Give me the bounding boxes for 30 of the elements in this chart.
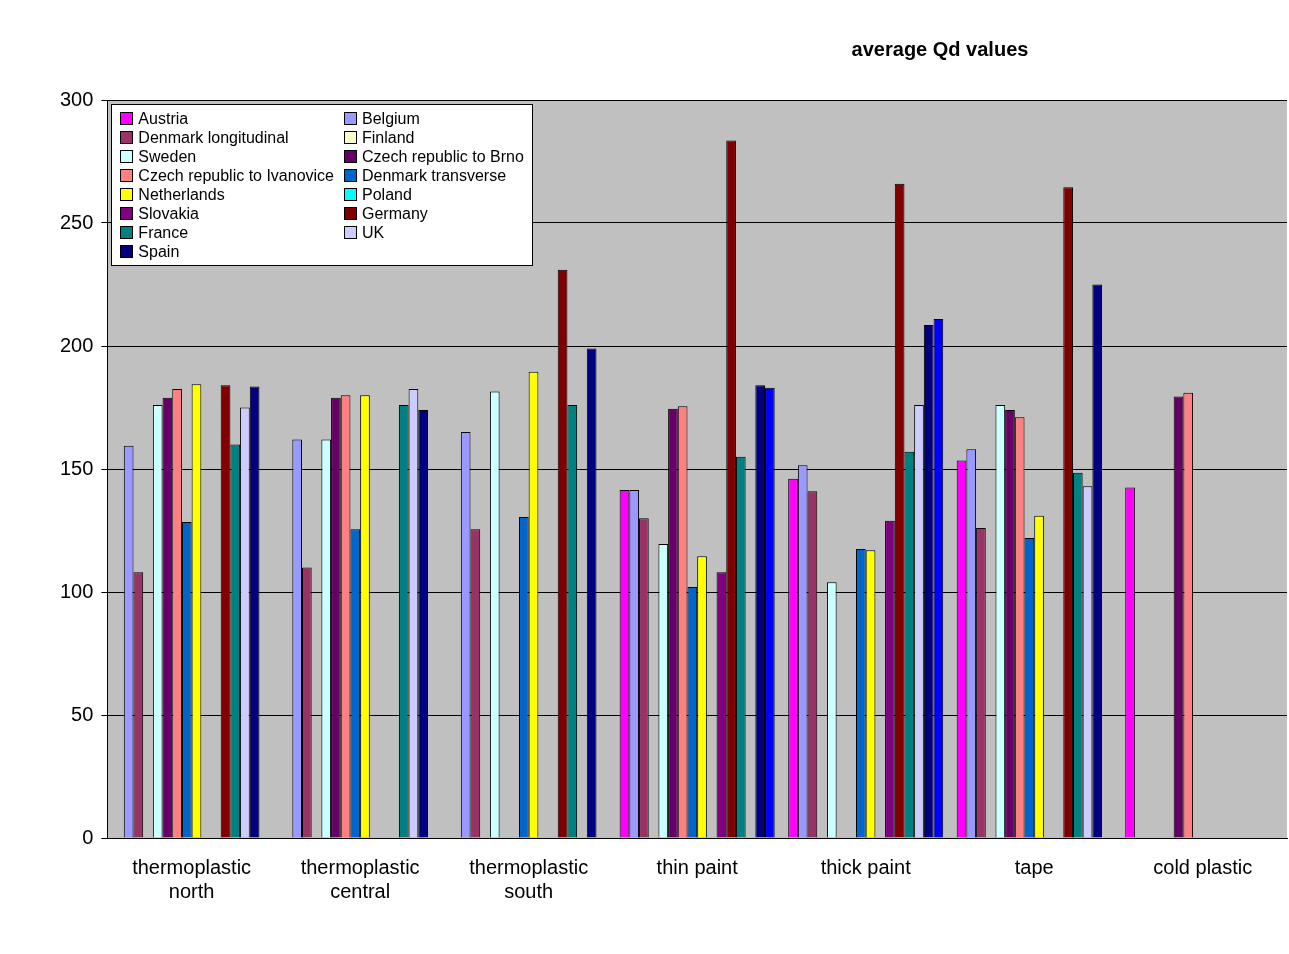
legend-label: Slovakia <box>138 204 199 223</box>
x-tick-label: thin paint <box>656 855 739 878</box>
legend-label: Poland <box>362 185 412 204</box>
y-tick-label: 250 <box>59 210 94 233</box>
legend-label: Spain <box>138 242 180 261</box>
legend-label: Denmark transverse <box>362 166 507 185</box>
legend-label: Czech republic to Brno <box>362 147 524 166</box>
y-tick-label: 200 <box>59 333 94 356</box>
legend-label: UK <box>362 223 385 242</box>
y-tick-label: 100 <box>59 579 94 602</box>
legend-label: Denmark longitudinal <box>138 128 289 147</box>
x-tick-label: thermoplastic central <box>300 855 420 902</box>
y-tick-label: 300 <box>59 87 94 110</box>
legend-label: France <box>138 223 189 242</box>
x-tick-label: thick paint <box>820 855 912 878</box>
y-tick-label: 0 <box>82 825 94 848</box>
chart-title: average Qd values <box>850 38 1030 61</box>
legend-label: Czech republic to Ivanovice <box>138 166 335 185</box>
legend-label: Austria <box>138 109 189 128</box>
legend-label: Netherlands <box>138 185 225 204</box>
legend-label: Germany <box>362 204 428 223</box>
x-tick-label: thermoplastic north <box>132 855 252 902</box>
x-tick-label: thermoplastic south <box>469 855 589 902</box>
y-tick-label: 50 <box>71 702 94 725</box>
legend-label: Belgium <box>362 109 420 128</box>
x-tick-label: tape <box>1014 855 1054 878</box>
x-tick-label: cold plastic <box>1153 855 1253 878</box>
legend-label: Sweden <box>138 147 197 166</box>
y-tick-label: 150 <box>59 456 94 479</box>
legend-label: Finland <box>362 128 415 147</box>
